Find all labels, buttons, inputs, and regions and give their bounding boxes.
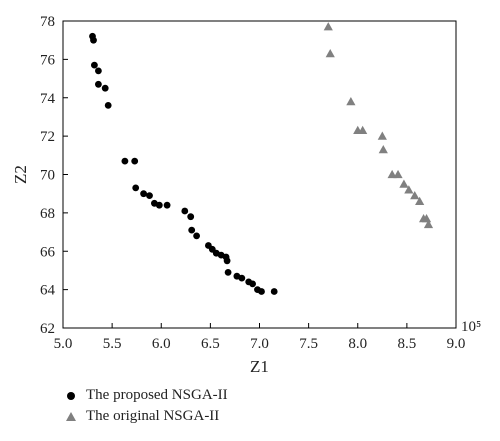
legend-item-original: The original NSGA-II bbox=[62, 406, 228, 427]
data-point-proposed bbox=[249, 280, 256, 288]
data-point-proposed bbox=[121, 157, 129, 165]
data-point-proposed bbox=[131, 157, 139, 165]
data-point-proposed bbox=[132, 184, 140, 192]
y-axis-label: Z2 bbox=[11, 165, 30, 184]
data-point-original bbox=[421, 214, 432, 223]
data-point-proposed bbox=[95, 80, 102, 88]
data-point-original bbox=[415, 196, 425, 206]
y-tick-label: 74 bbox=[40, 91, 56, 107]
x-tick-label: 6.0 bbox=[152, 336, 171, 352]
data-point-original bbox=[404, 185, 414, 194]
y-tick-label: 68 bbox=[40, 206, 55, 222]
x-tick-label: 6.5 bbox=[201, 336, 220, 352]
data-point-proposed bbox=[95, 67, 102, 75]
data-point-proposed bbox=[181, 207, 189, 215]
data-point-proposed bbox=[193, 232, 201, 240]
data-points bbox=[89, 22, 434, 295]
y-tick-label: 66 bbox=[40, 244, 56, 260]
y-tick-label: 62 bbox=[40, 321, 55, 337]
data-point-original bbox=[378, 144, 388, 154]
data-point-proposed bbox=[91, 61, 98, 69]
data-point-proposed bbox=[258, 288, 265, 295]
data-point-proposed bbox=[163, 201, 171, 209]
data-point-proposed bbox=[187, 213, 195, 221]
y-tick-label: 70 bbox=[40, 168, 55, 184]
x-tick-label: 8.5 bbox=[398, 336, 417, 352]
data-point-original bbox=[387, 169, 397, 179]
data-point-original bbox=[410, 191, 420, 200]
legend-label-proposed: The proposed NSGA-II bbox=[86, 387, 228, 403]
data-point-proposed bbox=[188, 226, 196, 234]
data-point-original bbox=[377, 131, 387, 140]
legend-label-original: The original NSGA-II bbox=[86, 408, 220, 424]
x-tick-label: 7.5 bbox=[299, 336, 318, 352]
axis-ticks: 5.0 5.5 6.0 6.5 7.0 7.5 8.0 8.5 9.0 62 64 66 68 70 72 7… bbox=[40, 14, 465, 352]
legend: The proposed NSGA-II The original NSGA-I… bbox=[62, 385, 228, 427]
data-point-original bbox=[346, 96, 356, 106]
y-tick-label: 76 bbox=[40, 52, 56, 68]
y-tick-label: 78 bbox=[40, 14, 55, 30]
scatter-chart: 5.0 5.5 6.0 6.5 7.0 7.5 8.0 8.5 9.0 62 64 66 68 70 72 7… bbox=[11, 14, 481, 376]
data-point-original bbox=[423, 219, 434, 229]
data-point-proposed bbox=[155, 201, 163, 209]
x-tick-label: 8.0 bbox=[348, 336, 367, 352]
legend-item-proposed: The proposed NSGA-II bbox=[62, 385, 228, 406]
data-point-proposed bbox=[146, 192, 153, 200]
y-tick-label: 64 bbox=[40, 283, 56, 299]
data-point-proposed bbox=[104, 102, 112, 109]
x-tick-label: 5.0 bbox=[54, 336, 73, 352]
x-tick-label: 5.5 bbox=[103, 336, 122, 352]
x-axis-scale-note: 10⁵ bbox=[461, 319, 481, 335]
x-tick-label: 9.0 bbox=[447, 336, 466, 352]
data-point-proposed bbox=[90, 36, 97, 44]
data-point-original bbox=[358, 125, 368, 135]
data-point-original bbox=[325, 49, 335, 58]
data-point-proposed bbox=[101, 84, 109, 92]
data-point-proposed bbox=[223, 257, 231, 265]
triangle-marker-icon bbox=[62, 411, 80, 422]
data-point-original bbox=[393, 169, 403, 179]
x-axis-label: Z1 bbox=[250, 357, 269, 376]
data-point-proposed bbox=[270, 288, 278, 295]
data-point-proposed bbox=[140, 190, 148, 198]
data-point-original bbox=[323, 22, 333, 31]
y-tick-label: 72 bbox=[40, 129, 55, 145]
data-point-original bbox=[399, 179, 409, 188]
circle-marker-icon bbox=[62, 391, 80, 401]
data-point-proposed bbox=[224, 269, 232, 276]
x-tick-label: 7.0 bbox=[250, 336, 269, 352]
data-point-proposed bbox=[238, 274, 246, 282]
